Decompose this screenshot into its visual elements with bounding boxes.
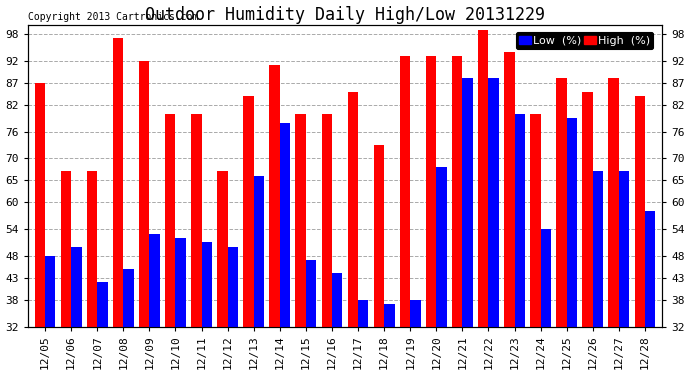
Bar <box>384 304 395 327</box>
Bar <box>191 114 201 327</box>
Bar <box>489 78 499 327</box>
Bar <box>279 123 290 327</box>
Bar <box>593 171 603 327</box>
Bar <box>645 211 656 327</box>
Bar <box>61 171 71 327</box>
Bar <box>139 61 149 327</box>
Legend: Low  (%), High  (%): Low (%), High (%) <box>516 32 653 49</box>
Bar <box>358 300 368 327</box>
Bar <box>87 171 97 327</box>
Bar <box>452 56 462 327</box>
Bar <box>322 114 332 327</box>
Bar <box>478 30 489 327</box>
Bar <box>175 238 186 327</box>
Bar <box>609 78 619 327</box>
Bar <box>165 114 175 327</box>
Bar <box>582 92 593 327</box>
Bar <box>566 118 577 327</box>
Bar <box>71 247 81 327</box>
Bar <box>411 300 421 327</box>
Bar <box>619 171 629 327</box>
Bar <box>217 171 228 327</box>
Bar <box>97 282 108 327</box>
Bar <box>332 273 342 327</box>
Bar <box>541 229 551 327</box>
Bar <box>244 96 254 327</box>
Bar <box>462 78 473 327</box>
Bar <box>348 92 358 327</box>
Bar <box>254 176 264 327</box>
Text: Copyright 2013 Cartronics.com: Copyright 2013 Cartronics.com <box>28 12 199 22</box>
Bar <box>228 247 238 327</box>
Bar <box>306 260 316 327</box>
Bar <box>436 167 446 327</box>
Bar <box>295 114 306 327</box>
Bar <box>374 145 384 327</box>
Bar <box>149 234 160 327</box>
Bar <box>635 96 645 327</box>
Bar <box>34 83 45 327</box>
Bar <box>515 114 525 327</box>
Bar <box>269 65 279 327</box>
Bar <box>113 38 124 327</box>
Bar <box>400 56 411 327</box>
Bar <box>201 242 212 327</box>
Bar <box>426 56 436 327</box>
Bar <box>556 78 566 327</box>
Bar <box>530 114 541 327</box>
Title: Outdoor Humidity Daily High/Low 20131229: Outdoor Humidity Daily High/Low 20131229 <box>145 6 545 24</box>
Bar <box>124 269 134 327</box>
Bar <box>504 52 515 327</box>
Bar <box>45 256 55 327</box>
